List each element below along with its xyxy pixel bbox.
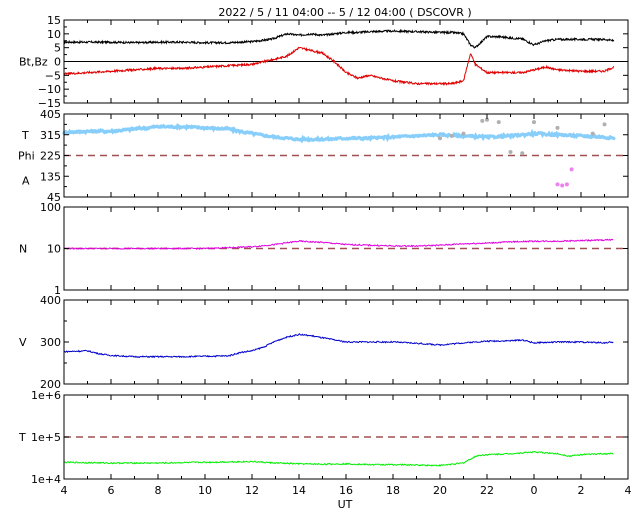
y-tick-label: −5: [45, 69, 61, 82]
y-tick-label: 100: [40, 201, 61, 214]
y-tick-label: 10: [47, 28, 61, 41]
data-point: [449, 133, 454, 138]
series-bt: [63, 28, 615, 49]
x-ticks: [63, 395, 629, 479]
x-tick-label: 16: [339, 484, 353, 497]
panel-velocity: 400 300 200 V: [19, 294, 629, 391]
y-tick-label: 1: [54, 284, 61, 297]
x-tick-label: 22: [480, 484, 494, 497]
data-point: [602, 122, 607, 127]
y-tick-label: 1e+6: [31, 389, 61, 402]
data-point: [532, 120, 536, 125]
x-tick-label: 18: [386, 484, 400, 497]
y-tick-label: 315: [40, 129, 61, 142]
y-tick-labels: 100 10 1: [40, 201, 628, 297]
y-axis-label: T: [21, 129, 29, 142]
y-axis-label: A: [22, 174, 30, 187]
panel-density: 100 10 1 N: [19, 201, 629, 297]
x-ticks: [63, 114, 629, 197]
y-tick-label: 1e+4: [31, 473, 61, 486]
x-tick-label: 6: [108, 484, 115, 497]
data-point: [508, 150, 513, 155]
y-axis-label: Bt,Bz: [19, 56, 48, 69]
data-point: [555, 125, 560, 130]
data-point: [520, 151, 525, 156]
y-tick-label: 300: [40, 336, 61, 349]
x-tick-label: 10: [198, 484, 212, 497]
data-point: [560, 183, 565, 188]
data-point: [564, 182, 569, 187]
y-tick-label: 1e+5: [31, 431, 61, 444]
y-tick-label: −10: [38, 83, 61, 96]
panels: 151050−5−10−15Bt,Bz40531522513545TPhiA10…: [18, 14, 632, 497]
series-n: [63, 238, 614, 251]
y-axis-label: V: [19, 336, 27, 349]
x-tick-label: 4: [625, 484, 632, 497]
y-tick-label: 15: [47, 14, 61, 27]
x-ticks: [63, 207, 629, 290]
x-tick-label: 14: [292, 484, 306, 497]
series-bz: [63, 46, 615, 86]
y-axis-label: N: [19, 243, 27, 256]
y-tick-label: 5: [54, 42, 61, 55]
panel-proton-temperature: 1e+6 1e+5 1e+4 T: [18, 389, 629, 486]
panel-temperature-phi-alpha: 405 315 225 135 45 T Phi A: [18, 108, 629, 204]
x-tick-label: 2: [578, 484, 585, 497]
y-tick-labels: 1e+6 1e+5 1e+4: [31, 389, 628, 486]
chart-title: 2022 / 5 / 11 04:00 -- 5 / 12 04:00 ( DS…: [218, 6, 471, 19]
y-tick-label: 400: [40, 294, 61, 307]
series-v: [63, 333, 614, 359]
y-axis-label: Phi: [18, 150, 35, 163]
data-point: [480, 118, 485, 123]
y-tick-labels: 400 300 200: [40, 294, 628, 391]
x-tick-label: 0: [531, 484, 538, 497]
data-point: [496, 120, 501, 125]
y-tick-label: 225: [40, 150, 61, 163]
y-tick-label: 45: [47, 191, 61, 204]
x-ticks: [63, 20, 629, 103]
data-point: [461, 131, 466, 136]
y-tick-label: 135: [40, 170, 61, 183]
data-point: [569, 167, 574, 172]
y-tick-label: −15: [38, 97, 61, 110]
series-t: [63, 450, 614, 467]
data-point: [438, 136, 442, 141]
x-tick-label: 4: [61, 484, 68, 497]
x-ticks: [63, 300, 629, 384]
x-tick-label: 12: [245, 484, 259, 497]
y-tick-label: 0: [54, 56, 61, 69]
y-axis-label: T: [18, 431, 26, 444]
series-t: [62, 123, 616, 144]
data-point: [590, 131, 595, 136]
x-tick-label: 20: [433, 484, 447, 497]
data-point: [485, 117, 489, 122]
x-tick-labels: 4 6 8 10 12 14 16 18 20 22 0 2 4: [61, 484, 632, 497]
x-tick-label: 8: [155, 484, 162, 497]
y-tick-label: 200: [40, 378, 61, 391]
data-point: [555, 182, 560, 187]
y-tick-labels: 405 315 225 135 45: [40, 108, 628, 204]
series-phi: [438, 117, 607, 156]
series-a: [555, 167, 574, 188]
y-tick-label: 405: [40, 108, 61, 121]
y-tick-label: 10: [47, 243, 61, 256]
x-axis-label: UT: [338, 498, 353, 511]
